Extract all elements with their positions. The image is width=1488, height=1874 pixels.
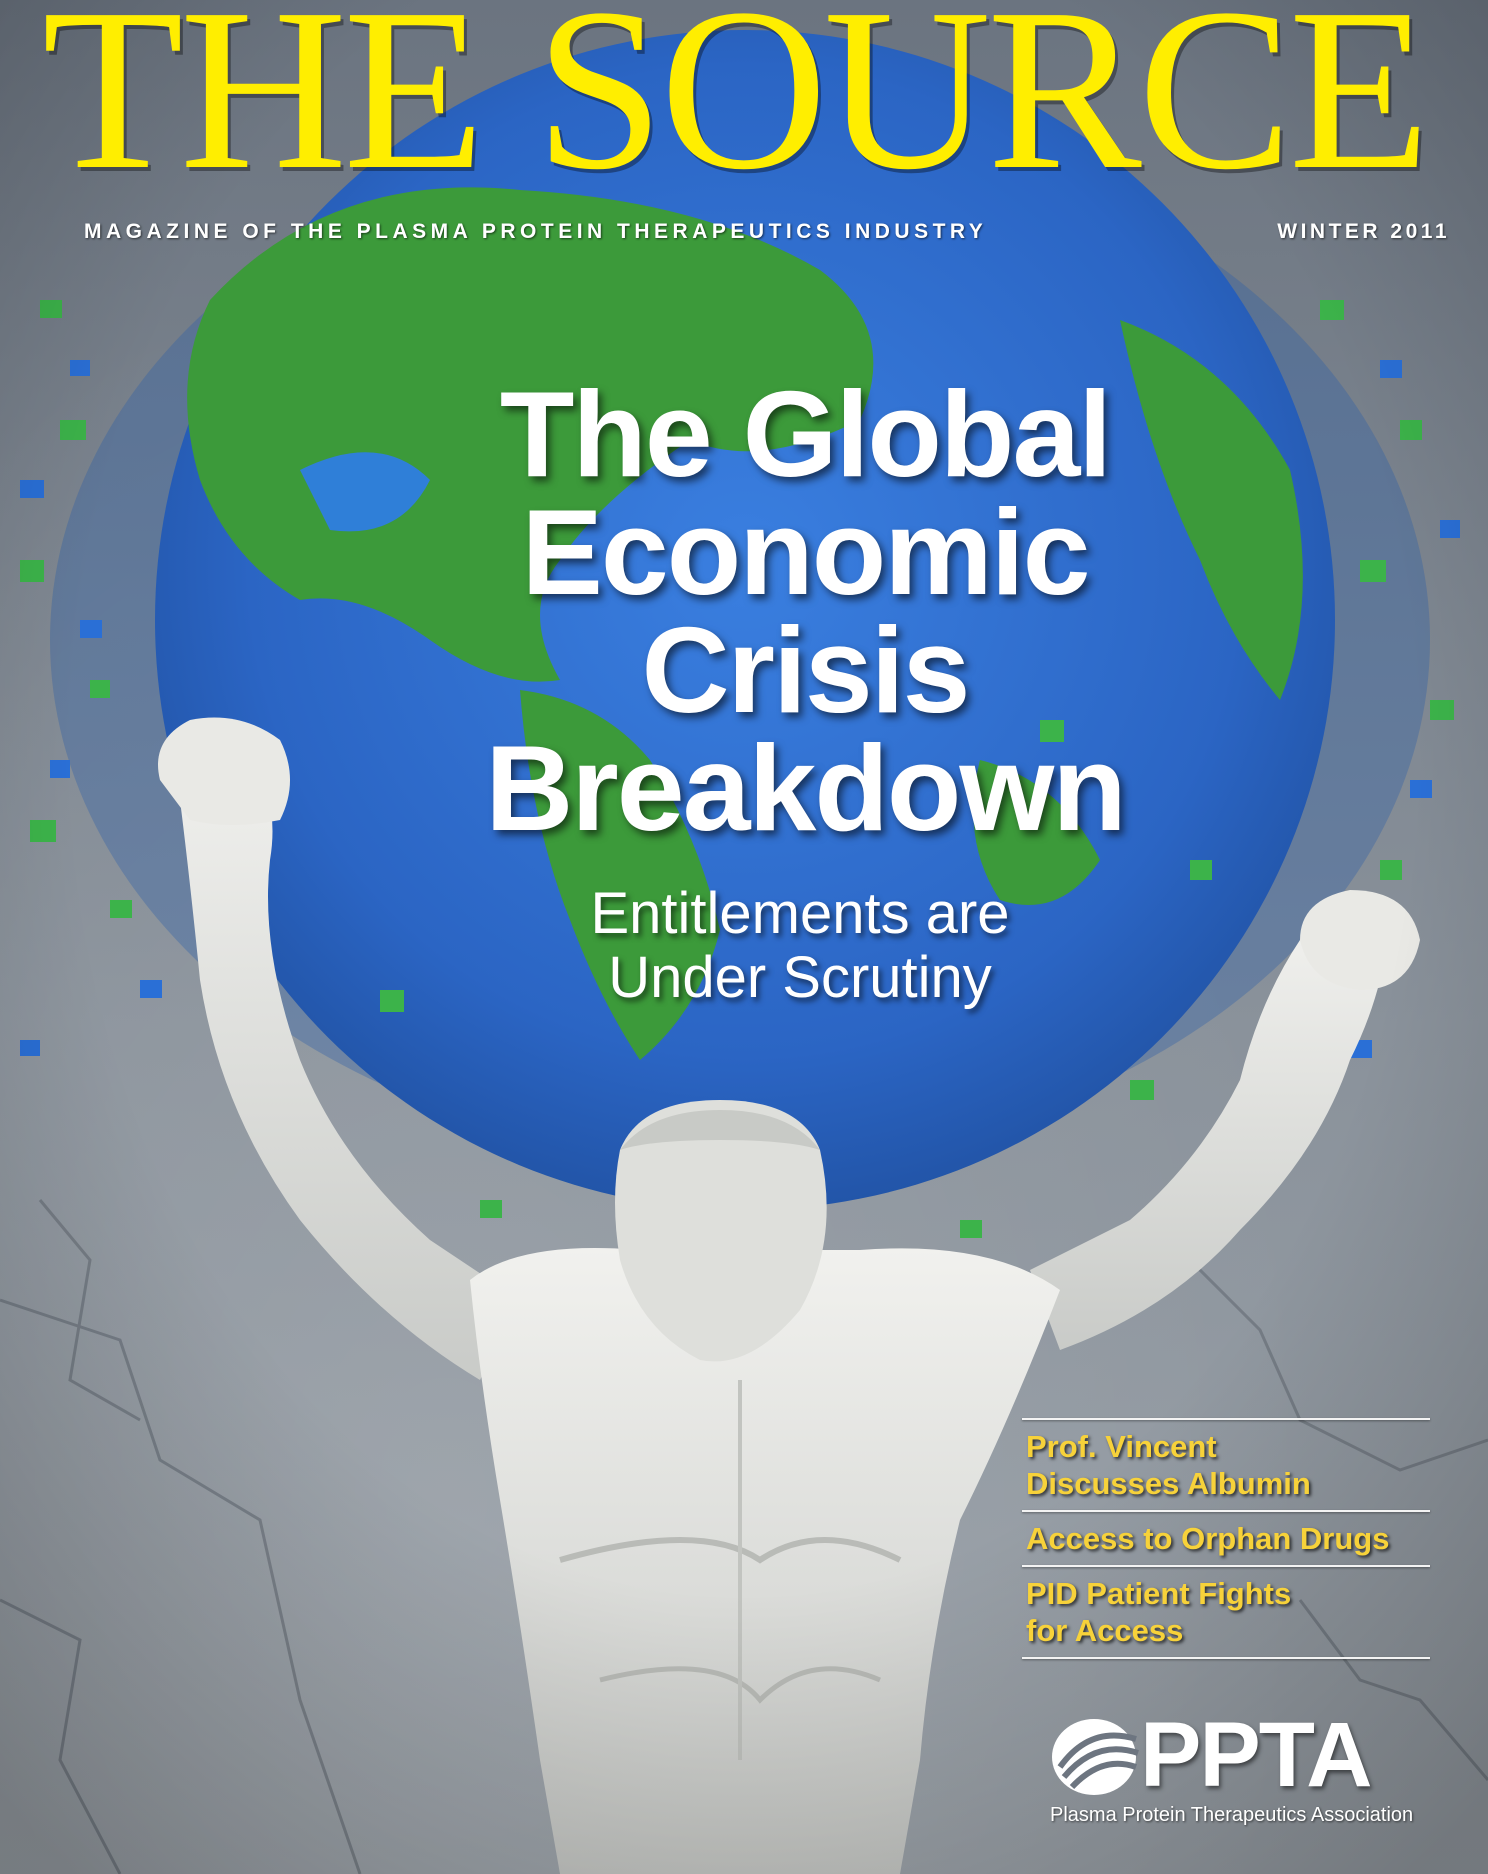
headline-line: The Global <box>499 366 1112 502</box>
ppta-logo-icon <box>1052 1719 1139 1795</box>
issue-date: WINTER 2011 <box>1277 220 1450 243</box>
headline-line: Breakdown <box>485 720 1127 856</box>
masthead-title: THE SOURCE <box>42 0 1430 218</box>
divider <box>1022 1510 1430 1512</box>
cover-headline: The Global Economic Crisis Breakdown <box>440 366 1170 856</box>
teaser-line: PID Patient Fights <box>1026 1576 1292 1611</box>
masthead-tagline: MAGAZINE OF THE PLASMA PROTEIN THERAPEUT… <box>84 220 988 243</box>
divider <box>1022 1418 1430 1420</box>
ppta-logo: PPTA Plasma Protein Therapeutics Associa… <box>1050 1705 1430 1845</box>
ppta-logo-word: PPTA <box>1140 1704 1373 1806</box>
teaser-line: for Access <box>1026 1613 1184 1648</box>
teaser-item: PID Patient Fights for Access <box>1022 1567 1430 1657</box>
divider <box>1022 1565 1430 1567</box>
ppta-logo-subtitle: Plasma Protein Therapeutics Association <box>1050 1804 1414 1826</box>
subhead-line: Under Scrutiny <box>608 945 992 1010</box>
teaser-list: Prof. Vincent Discusses Albumin Access t… <box>1022 1418 1430 1659</box>
teaser-item: Prof. Vincent Discusses Albumin <box>1022 1420 1430 1510</box>
headline-line: Crisis <box>641 602 970 738</box>
divider <box>1022 1657 1430 1659</box>
subhead-line: Entitlements are <box>590 881 1010 946</box>
headline-line: Economic <box>521 484 1090 620</box>
teaser-line: Prof. Vincent <box>1026 1429 1217 1464</box>
teaser-line: Access to Orphan Drugs <box>1026 1521 1390 1556</box>
teaser-line: Discusses Albumin <box>1026 1466 1311 1501</box>
teaser-item: Access to Orphan Drugs <box>1022 1512 1430 1565</box>
cover-subhead: Entitlements are Under Scrutiny <box>470 882 1130 1010</box>
